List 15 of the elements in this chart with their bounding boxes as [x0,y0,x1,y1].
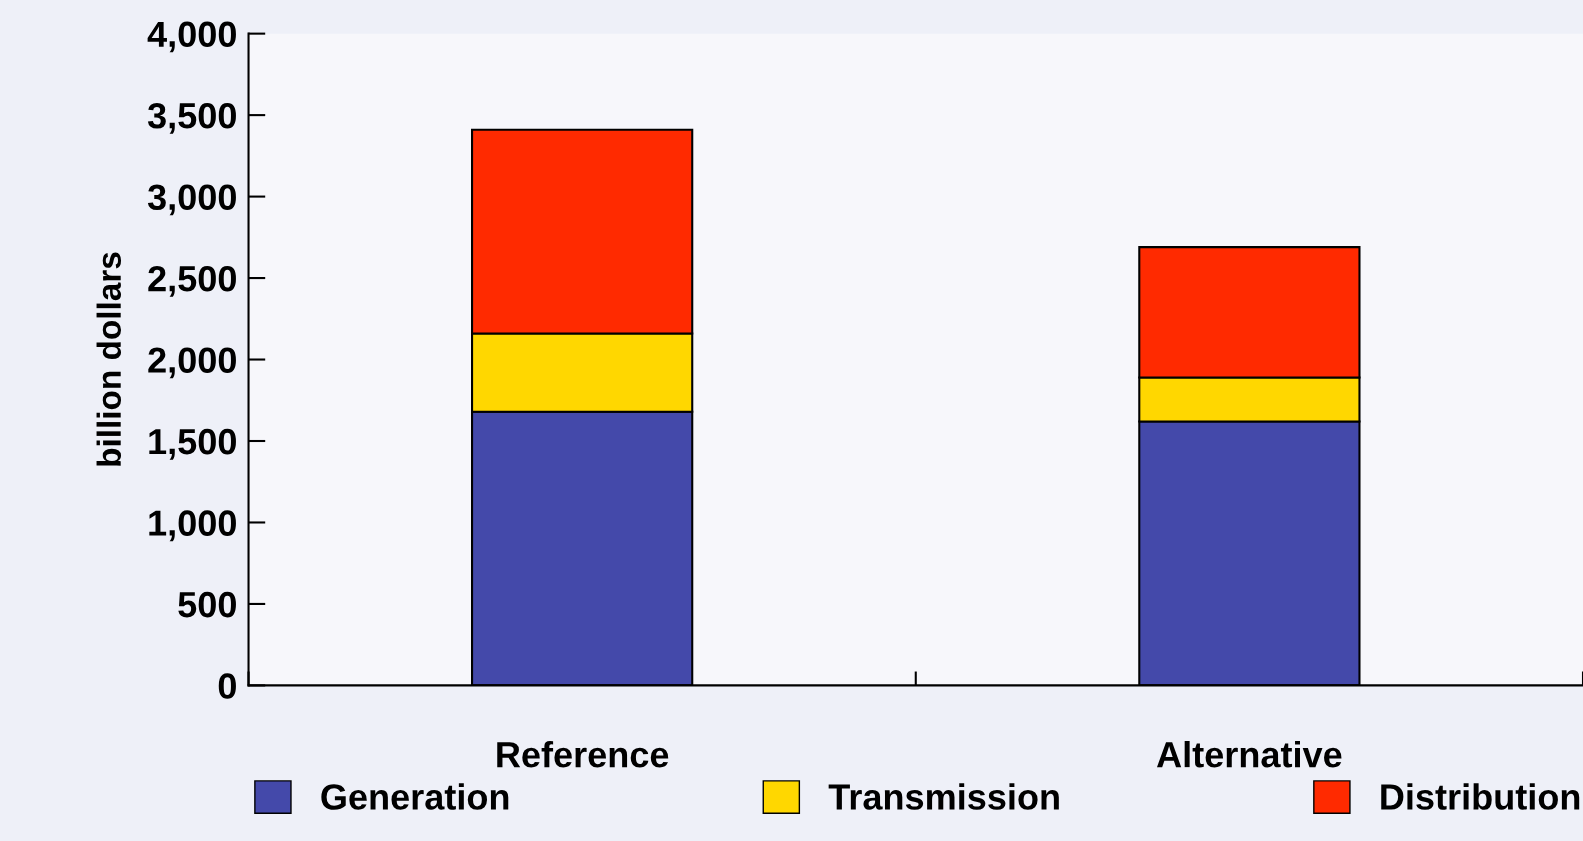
x-tick-label: Reference [497,740,669,768]
y-tick-label: 3,000 [147,184,236,216]
legend-label: Distribution [1381,783,1580,810]
y-tick-label: 500 [178,591,236,618]
legend-label: Generation [321,783,509,810]
legend-label: Transmission [828,783,1059,810]
y-tick-label: 0 [218,673,236,699]
y-tick-label: 2,000 [148,347,236,379]
y-tick-label: 1,000 [149,510,236,542]
y-tick-label: 1,500 [149,428,236,460]
y-tick-label: 2,500 [148,265,236,297]
y-tick-label: 3,500 [147,102,236,134]
y-tick-label: 4,000 [147,21,236,53]
y-axis-title: billion dollars [96,252,122,466]
x-tick-label: Alternative [1156,740,1342,768]
